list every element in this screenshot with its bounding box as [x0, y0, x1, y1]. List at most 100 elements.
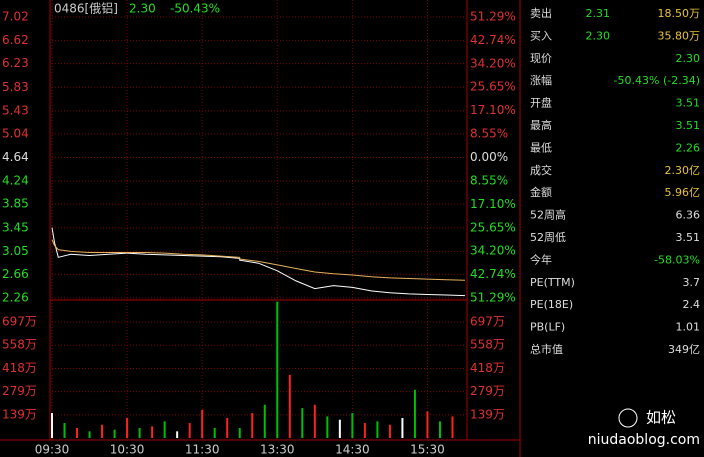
quote-value: 18.50万 — [658, 7, 701, 20]
volume-bar — [301, 408, 304, 438]
y2-tick-label: 0.00% — [470, 150, 508, 164]
x-tick-label: 10:30 — [110, 443, 145, 457]
x-tick-label: 11:30 — [185, 443, 220, 457]
y2-tick-label: 8.55% — [470, 127, 508, 141]
quote-label: 52周高 — [530, 208, 566, 222]
volume-bar — [288, 374, 291, 438]
quote-label: 现价 — [530, 52, 552, 65]
quote-value: 1.01 — [676, 321, 701, 334]
quote-value: 3.51 — [676, 119, 701, 132]
quote-label: PB(LF) — [530, 321, 565, 334]
quote-value: 349亿 — [668, 343, 700, 356]
quote-value: 2.30 — [676, 52, 701, 65]
volume-bar — [363, 423, 366, 438]
volume-bar — [276, 301, 279, 438]
header-price: 2.30 — [129, 2, 156, 16]
volume-bar — [238, 428, 241, 438]
stock-code: 0486[俄铝] — [54, 1, 118, 16]
y-tick-label: 6.23 — [2, 56, 29, 70]
wechat-icon — [618, 408, 638, 428]
volume-bar — [426, 411, 429, 438]
volume-bar — [51, 413, 53, 438]
volume-bar — [126, 418, 129, 438]
y2-tick-label: 25.65% — [470, 220, 516, 234]
quote-label: 总市值 — [530, 342, 563, 356]
quote-label: 最低 — [530, 141, 552, 154]
x-tick-label: 14:30 — [335, 443, 370, 457]
y2-tick-label: 25.65% — [470, 80, 516, 94]
x-tick-label: 09:30 — [35, 443, 70, 457]
y-tick-label: 3.85 — [2, 197, 29, 211]
y-tick-label: 5.04 — [2, 126, 29, 140]
volume-bar — [376, 421, 379, 438]
volume-bar — [326, 416, 329, 438]
watermark-name: 如松 — [646, 409, 676, 427]
y-tick-label: 5.43 — [2, 103, 29, 117]
volume-bar — [138, 428, 141, 438]
volume-bar — [413, 389, 416, 438]
volume-bar — [63, 423, 66, 438]
quote-label: 开盘 — [530, 96, 552, 110]
quote-value: 35.80万 — [658, 29, 701, 42]
quote-value: 2.26 — [676, 141, 701, 154]
y-tick-label: 6.62 — [2, 33, 29, 47]
quote-value: 5.96亿 — [665, 186, 701, 199]
quote-label: 今年 — [530, 252, 552, 266]
volume-bar — [113, 429, 116, 438]
y-tick-label: 4.64 — [2, 150, 29, 164]
quote-label: 52周低 — [530, 231, 566, 244]
quote-value: 2.4 — [683, 298, 701, 311]
volume-bar — [451, 416, 454, 438]
quote-label: 最高 — [530, 118, 552, 132]
quote-value: 2.30亿 — [665, 164, 701, 177]
quote-value: 2.30 — [586, 29, 611, 42]
volume-bar — [438, 421, 441, 438]
volume-bar — [201, 409, 204, 438]
volume-bar — [176, 431, 179, 438]
volume-tick-label-right: 139万 — [470, 407, 505, 421]
volume-tick-label: 697万 — [2, 315, 37, 329]
volume-bar — [163, 421, 166, 438]
quote-label: 涨幅 — [530, 74, 552, 87]
y2-tick-label: 42.74% — [470, 267, 516, 281]
price-line — [51, 239, 466, 281]
y2-tick-label: 34.20% — [470, 56, 516, 70]
quote-label: 卖出 — [530, 6, 552, 20]
y2-tick-label: 17.10% — [470, 103, 516, 117]
quote-value: 2.31 — [586, 7, 611, 20]
quote-value: 3.7 — [683, 276, 701, 289]
quote-value: -58.03% — [654, 253, 700, 266]
volume-bar — [263, 404, 266, 438]
quote-value: -50.43% (-2.34) — [614, 74, 700, 87]
volume-bar — [213, 428, 216, 438]
quote-label: 买入 — [530, 29, 552, 42]
y2-tick-label: 8.55% — [470, 173, 508, 187]
header-change: -50.43% — [170, 2, 220, 16]
y-tick-label: 5.83 — [2, 80, 29, 94]
volume-bar — [76, 428, 79, 438]
y2-tick-label: 34.20% — [470, 244, 516, 258]
y-tick-label: 3.45 — [2, 220, 29, 234]
volume-bar — [88, 431, 91, 438]
volume-bar — [188, 423, 191, 438]
volume-tick-label: 139万 — [2, 407, 37, 421]
quote-label: PE(18E) — [530, 298, 573, 311]
y-tick-label: 2.26 — [2, 291, 29, 305]
volume-tick-label-right: 558万 — [470, 338, 505, 352]
volume-tick-label: 418万 — [2, 361, 37, 375]
x-tick-label: 13:30 — [260, 443, 295, 457]
y-tick-label: 7.02 — [2, 10, 29, 24]
y-tick-label: 3.05 — [2, 244, 29, 258]
volume-bar — [338, 419, 341, 438]
quote-label: 成交 — [530, 163, 552, 177]
y2-tick-label: 51.29% — [470, 10, 516, 24]
volume-tick-label: 279万 — [2, 384, 37, 398]
quote-label: PE(TTM) — [530, 276, 575, 289]
y-tick-label: 2.66 — [2, 267, 29, 281]
volume-bar — [401, 418, 404, 438]
volume-bar — [388, 424, 391, 438]
y2-tick-label: 51.29% — [470, 291, 516, 305]
volume-bar — [101, 424, 104, 438]
